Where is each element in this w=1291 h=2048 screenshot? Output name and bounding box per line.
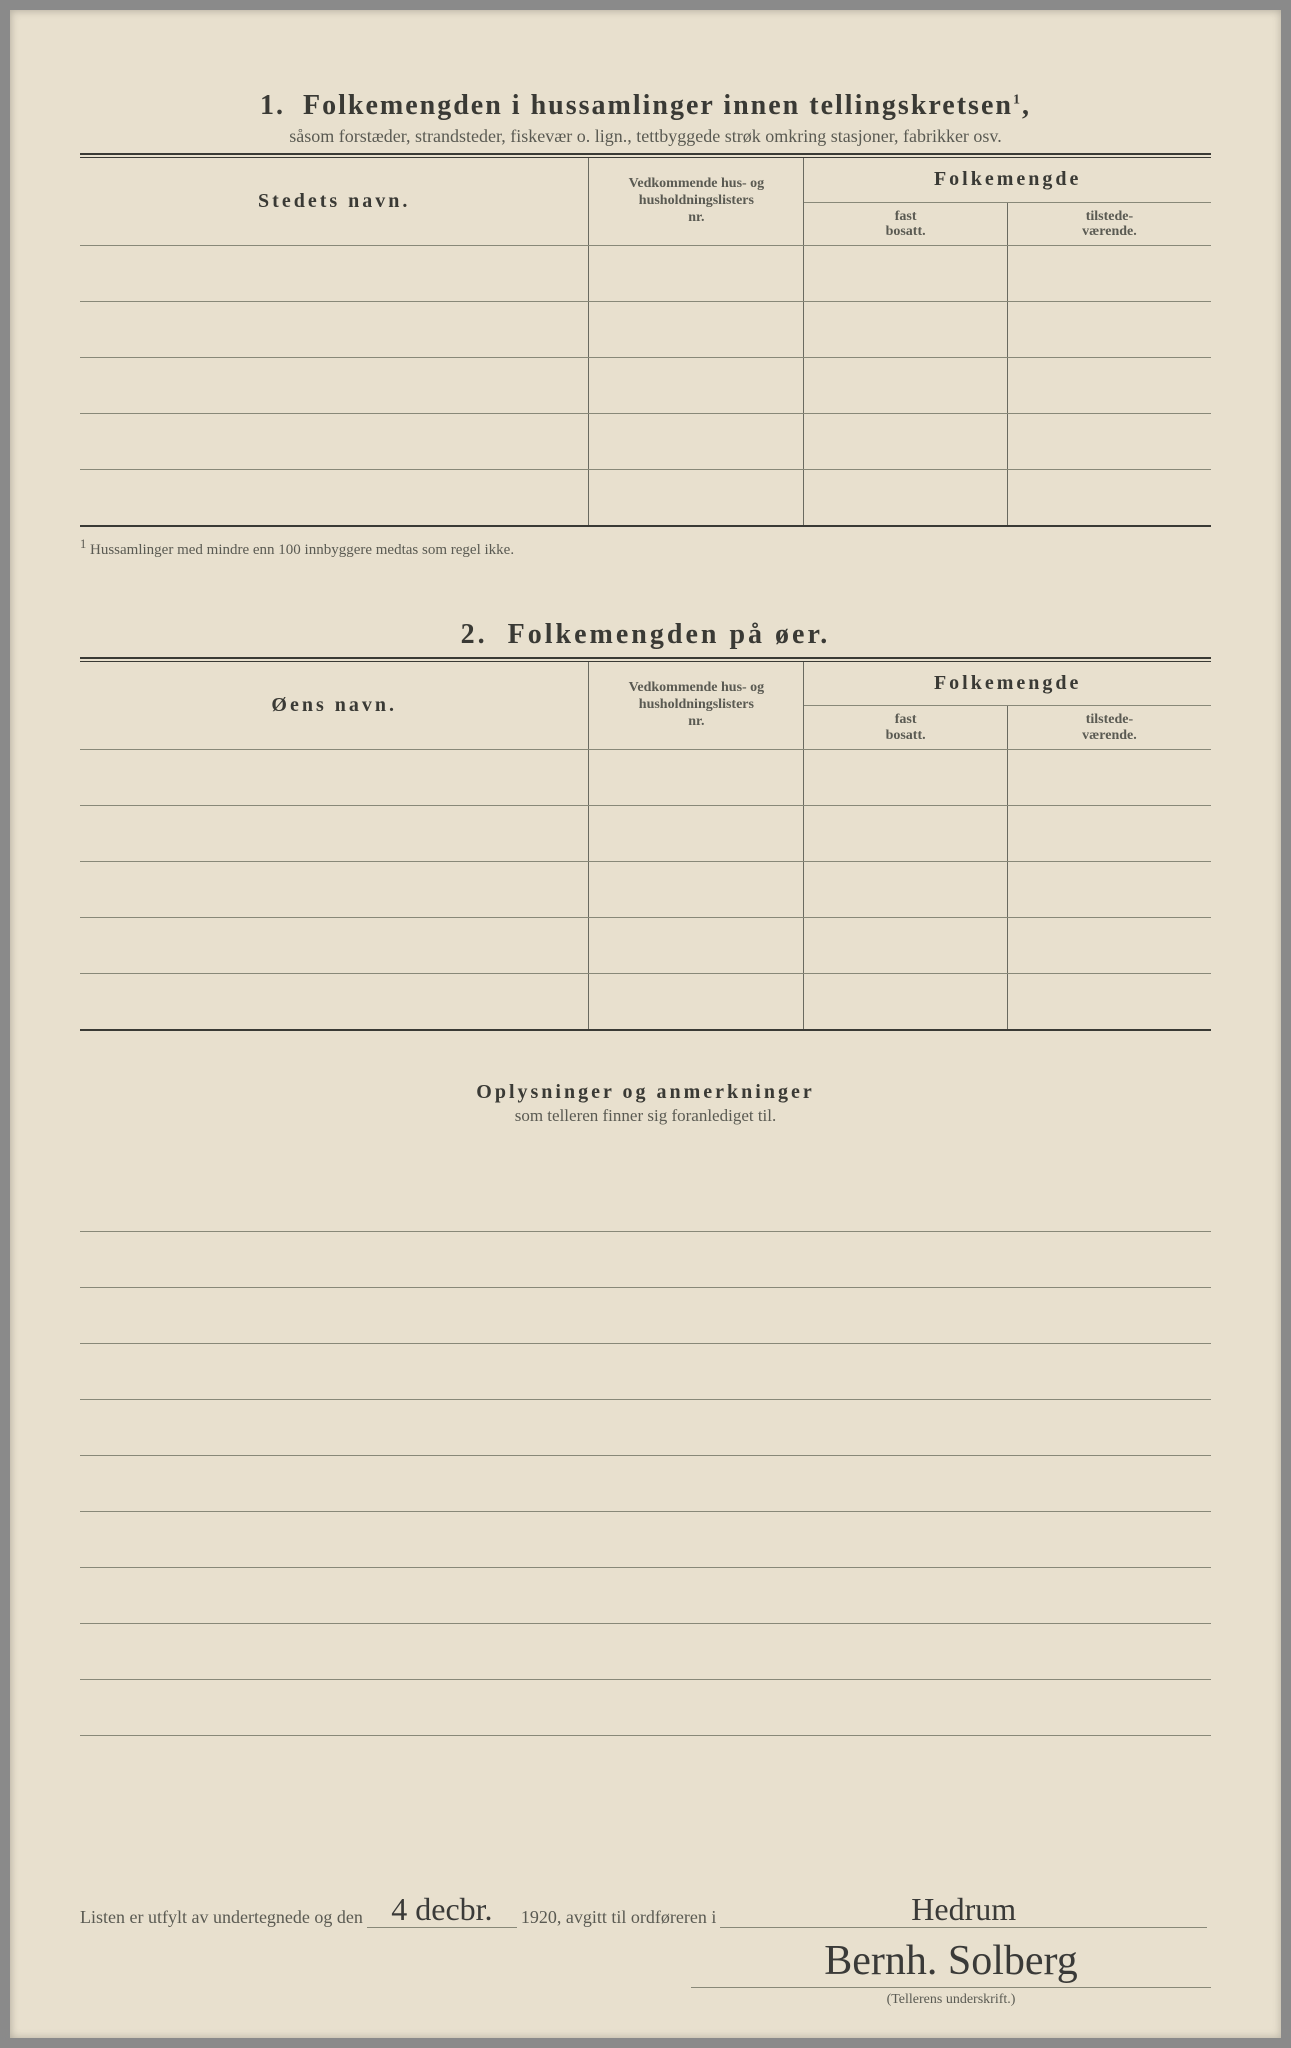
section2-table: Øens navn. Vedkommende hus- og husholdni… xyxy=(80,662,1211,1031)
closing-statement: Listen er utfylt av undertegnede og den … xyxy=(80,1893,1211,1928)
section2-title: 2. Folkemengden på øer. xyxy=(80,619,1211,651)
section1-subtitle: såsom forstæder, strandsteder, fiskevær … xyxy=(80,126,1211,147)
remark-line xyxy=(80,1680,1211,1736)
closing-year: 1920, xyxy=(521,1907,562,1928)
date-handwritten: 4 decbr. xyxy=(367,1893,517,1928)
table-row xyxy=(80,862,1211,918)
remark-line xyxy=(80,1400,1211,1456)
remarks-lines xyxy=(80,1176,1211,1736)
col-fast-bosatt: fastbosatt. xyxy=(804,202,1008,246)
remark-line xyxy=(80,1456,1211,1512)
section3-title: Oplysninger og anmerkninger xyxy=(80,1081,1211,1104)
table-row xyxy=(80,806,1211,862)
section1-table: Stedets navn. Vedkommende hus- og hushol… xyxy=(80,158,1211,527)
col-stedets-navn: Stedets navn. xyxy=(80,158,589,246)
section1-footnote: 1 Hussamlinger med mindre enn 100 innbyg… xyxy=(80,537,1211,559)
remark-line xyxy=(80,1624,1211,1680)
col-fast-bosatt-2: fastbosatt. xyxy=(804,706,1008,750)
table-row xyxy=(80,470,1211,526)
signature-block: Bernh. Solberg (Tellerens underskrift.) xyxy=(691,1937,1211,2008)
section3-header: Oplysninger og anmerkninger som telleren… xyxy=(80,1081,1211,1126)
col-oens-navn: Øens navn. xyxy=(80,662,589,750)
col-folkemengde: Folkemengde xyxy=(804,158,1211,202)
section1-title: 1. Folkemengden i hussamlinger innen tel… xyxy=(80,90,1211,122)
remark-line xyxy=(80,1512,1211,1568)
col-folkemengde-2: Folkemengde xyxy=(804,662,1211,706)
remark-line xyxy=(80,1344,1211,1400)
remark-line xyxy=(80,1232,1211,1288)
col-husholdningslisters: Vedkommende hus- og husholdningslisters … xyxy=(589,158,804,246)
section1-sup: 1 xyxy=(1013,93,1022,108)
table-row xyxy=(80,414,1211,470)
table-row xyxy=(80,918,1211,974)
section1-tail: , xyxy=(1022,90,1031,121)
remark-line xyxy=(80,1176,1211,1232)
table-row xyxy=(80,974,1211,1030)
remark-line xyxy=(80,1288,1211,1344)
signature-handwritten: Bernh. Solberg xyxy=(691,1937,1211,1988)
table-row xyxy=(80,750,1211,806)
table-row xyxy=(80,358,1211,414)
section2-title-text: Folkemengden på øer. xyxy=(508,619,831,650)
col-tilstedevaerende: tilstede-værende. xyxy=(1007,202,1211,246)
closing-text-2: avgitt til ordføreren i xyxy=(566,1907,716,1928)
section1-title-text: Folkemengden i hussamlinger innen tellin… xyxy=(303,90,1013,121)
section2-number: 2. xyxy=(461,619,488,650)
signature-caption: (Tellerens underskrift.) xyxy=(691,1992,1211,2008)
table-row xyxy=(80,246,1211,302)
section1-number: 1. xyxy=(260,90,285,121)
table-row xyxy=(80,302,1211,358)
section3-subtitle: som telleren finner sig foranlediget til… xyxy=(80,1106,1211,1126)
remark-line xyxy=(80,1568,1211,1624)
col-tilstedevaerende-2: tilstede-værende. xyxy=(1007,706,1211,750)
census-form-page: 1. Folkemengden i hussamlinger innen tel… xyxy=(10,10,1281,2038)
col-husholdningslisters-2: Vedkommende hus- og husholdningslisters … xyxy=(589,662,804,750)
closing-text-1: Listen er utfylt av undertegnede og den xyxy=(80,1907,363,1928)
place-handwritten: Hedrum xyxy=(720,1893,1207,1928)
